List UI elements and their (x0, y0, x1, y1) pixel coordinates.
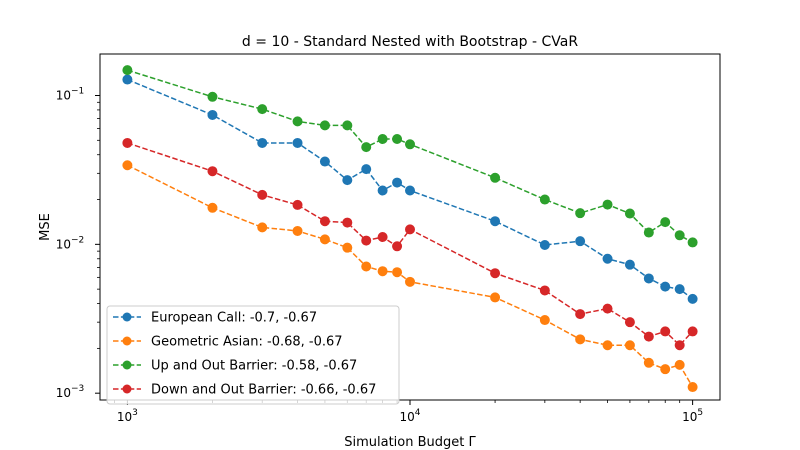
data-point (539, 285, 550, 296)
data-point (602, 253, 613, 264)
data-point (660, 326, 671, 337)
data-point (687, 237, 698, 248)
data-point (361, 142, 372, 153)
x-tick-label: 104 (399, 408, 420, 424)
data-point (292, 199, 303, 210)
legend: European Call: -0.7, -0.67 Geometric Asia… (106, 305, 400, 405)
data-point (490, 268, 501, 279)
data-point (490, 216, 501, 227)
data-point (392, 134, 403, 145)
data-point (643, 227, 654, 238)
x-tick-label: 103 (117, 408, 138, 424)
data-point (575, 236, 586, 247)
data-point (602, 303, 613, 314)
legend-marker (122, 384, 132, 394)
y-axis-label: MSE (38, 213, 53, 241)
data-point (643, 273, 654, 284)
data-point (643, 331, 654, 342)
data-point (490, 292, 501, 303)
data-point (539, 315, 550, 326)
data-point (392, 267, 403, 278)
data-point (361, 164, 372, 175)
data-point (319, 156, 330, 167)
data-point (687, 293, 698, 304)
data-point (392, 241, 403, 252)
data-point (674, 230, 685, 241)
data-point (342, 120, 353, 131)
data-point (602, 340, 613, 351)
data-point (405, 185, 415, 196)
data-point (377, 232, 388, 243)
data-point (405, 276, 415, 287)
data-point (342, 242, 353, 253)
legend-box (106, 305, 400, 405)
data-point (643, 357, 654, 368)
data-point (122, 74, 133, 85)
y-tick-label: 10−2 (56, 235, 85, 251)
data-point (539, 194, 550, 205)
legend-label: Geometric Asian: -0.68, -0.67 (151, 335, 343, 350)
data-point (674, 359, 685, 370)
data-point (575, 334, 586, 345)
data-point (624, 317, 635, 328)
legend-marker (122, 360, 132, 370)
data-point (207, 91, 218, 102)
data-point (207, 202, 218, 213)
data-point (490, 172, 501, 183)
data-point (687, 326, 698, 337)
legend-marker (122, 336, 132, 346)
data-point (292, 116, 303, 127)
data-point (122, 137, 133, 148)
data-point (257, 189, 268, 200)
data-point (207, 109, 218, 120)
data-point (292, 137, 303, 148)
y-tick-label: 10−1 (56, 86, 85, 102)
data-point (342, 217, 353, 228)
data-point (660, 364, 671, 375)
data-point (257, 104, 268, 115)
data-point (660, 281, 671, 292)
data-point (405, 139, 415, 150)
data-point (319, 120, 330, 131)
data-point (377, 266, 388, 277)
plot-area (122, 65, 698, 393)
data-point (405, 224, 415, 235)
data-point (660, 217, 671, 228)
data-point (674, 340, 685, 351)
data-point (122, 65, 133, 76)
data-point (342, 175, 353, 186)
data-point (392, 177, 403, 188)
data-point (624, 208, 635, 219)
data-point (687, 382, 698, 393)
legend-label: Up and Out Barrier: -0.58, -0.67 (151, 359, 357, 374)
data-point (377, 134, 388, 145)
legend-marker (122, 312, 132, 322)
data-point (674, 284, 685, 295)
data-point (257, 222, 268, 233)
data-point (319, 216, 330, 227)
data-point (624, 259, 635, 270)
data-point (624, 340, 635, 351)
x-axis-label: Simulation Budget Γ (344, 435, 476, 450)
data-point (361, 261, 372, 272)
y-tick-label: 10−3 (56, 384, 85, 400)
data-point (377, 185, 388, 196)
data-point (319, 234, 330, 245)
data-point (602, 199, 613, 210)
data-point (539, 239, 550, 250)
data-point (292, 225, 303, 236)
data-point (257, 137, 268, 148)
legend-label: European Call: -0.7, -0.67 (151, 311, 317, 326)
data-point (575, 208, 586, 219)
data-point (361, 235, 372, 246)
legend-label: Down and Out Barrier: -0.66, -0.67 (151, 383, 376, 398)
data-point (122, 160, 133, 171)
data-point (207, 166, 218, 177)
chart-title: d = 10 - Standard Nested with Bootstrap … (242, 34, 578, 50)
data-point (575, 309, 586, 320)
x-tick-label: 105 (682, 408, 703, 424)
